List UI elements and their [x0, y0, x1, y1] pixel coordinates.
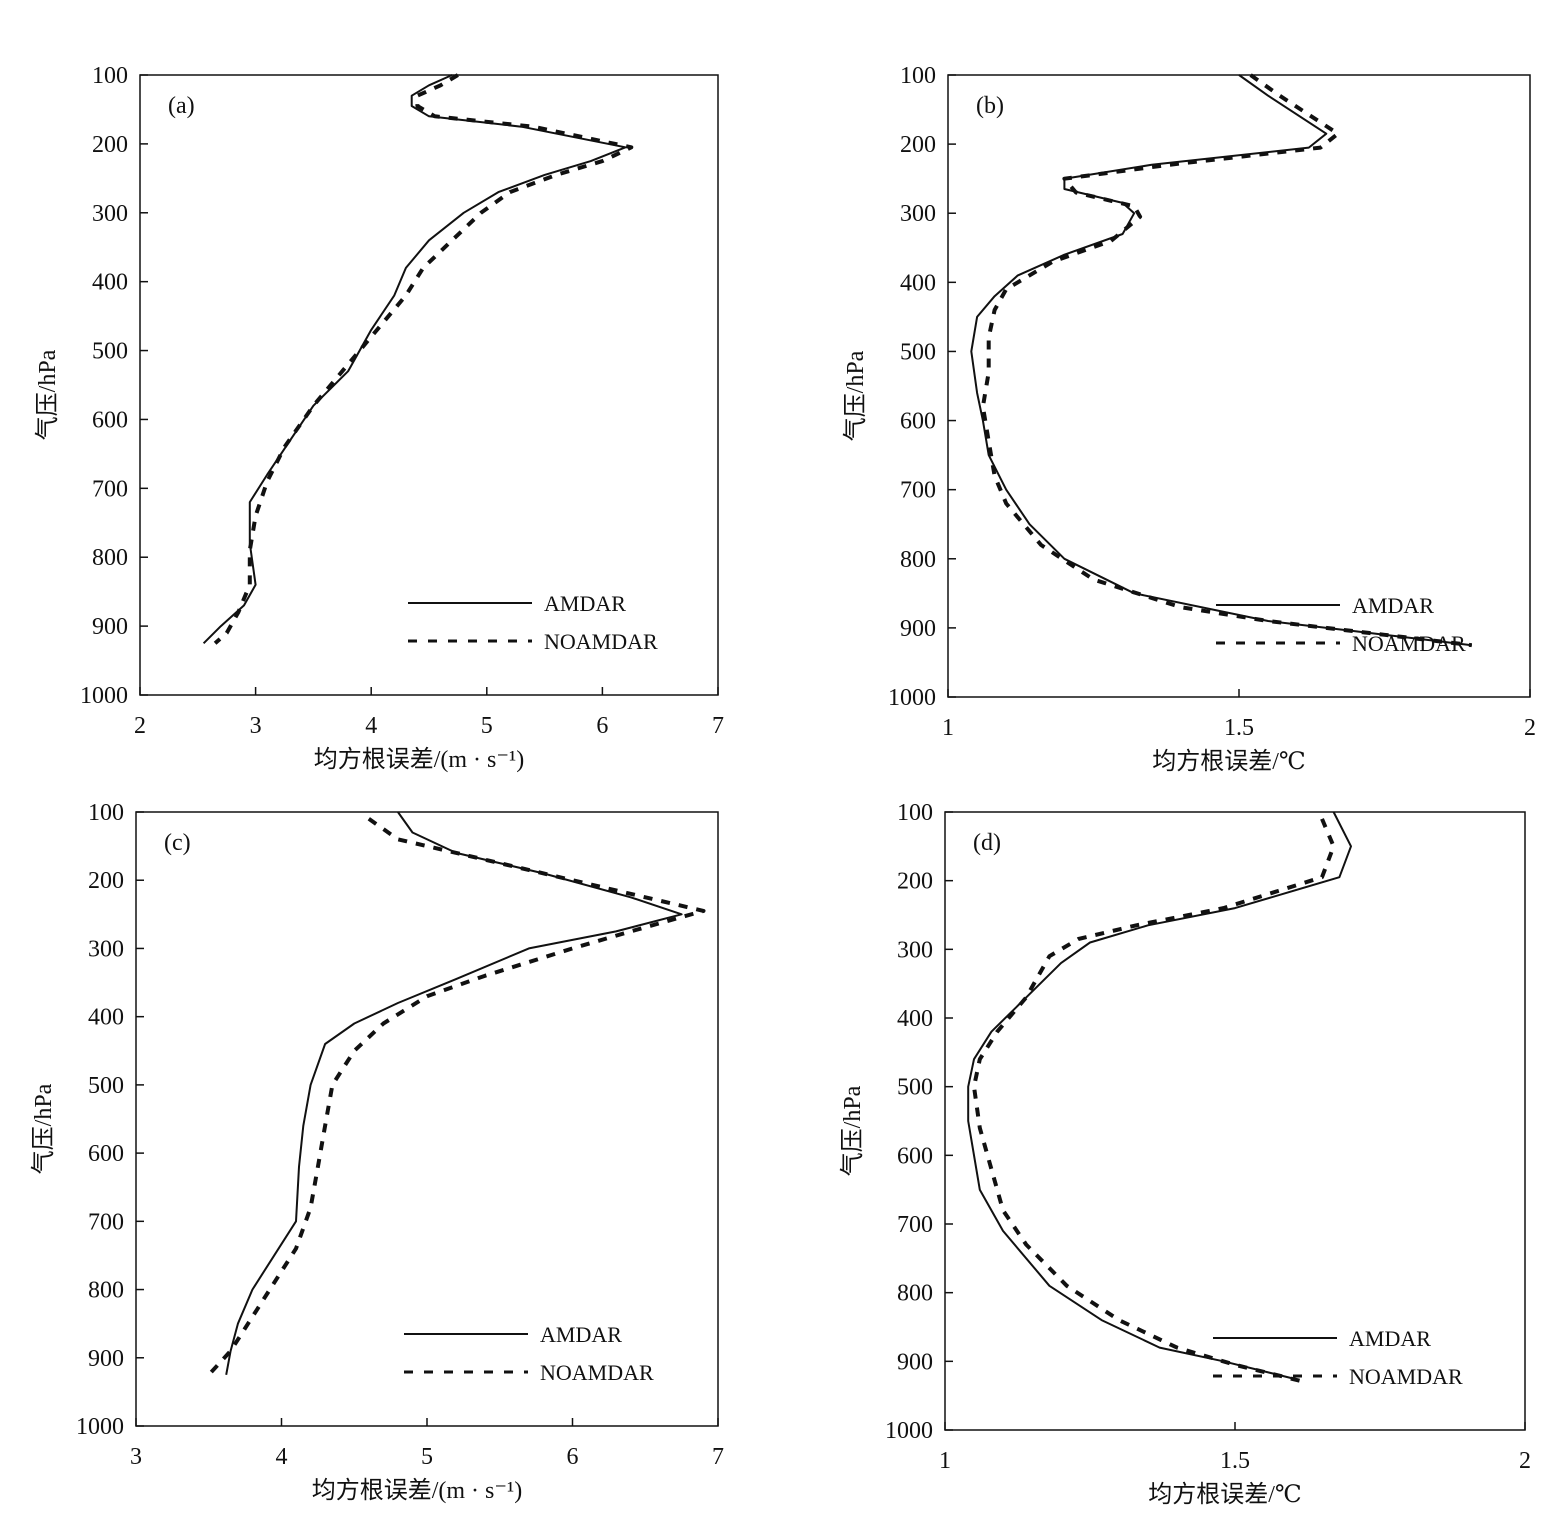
y-tick-label: 200: [88, 868, 124, 894]
y-tick-label: 100: [897, 800, 933, 826]
y-tick-label: 1000: [80, 683, 128, 709]
x-tick-label: 7: [712, 713, 724, 739]
y-tick-label: 200: [92, 132, 128, 158]
y-tick-label: 500: [92, 339, 128, 365]
x-axis-label: 均方根误差/℃: [1152, 748, 1306, 775]
y-tick-label: 500: [900, 339, 936, 365]
y-axis-label: 气压/hPa: [842, 350, 869, 441]
series-line-amdar: [967, 811, 1352, 1380]
series-line-amdar: [202, 74, 627, 645]
series-line-amdar: [225, 811, 683, 1375]
series-line-noamdar: [213, 73, 634, 645]
series-line-noamdar: [207, 817, 706, 1377]
y-tick-label: 300: [92, 201, 128, 227]
legend-label-noamdar: NOAMDAR: [1349, 1364, 1463, 1389]
x-tick-label: 5: [481, 713, 493, 739]
y-tick-label: 700: [897, 1212, 933, 1238]
panel-label: (a): [168, 93, 195, 119]
y-axis-label: 气压/hPa: [839, 1085, 866, 1176]
x-axis-label: 均方根误差/(m · s⁻¹): [312, 1477, 523, 1504]
x-tick-label: 5: [421, 1444, 433, 1470]
y-tick-label: 800: [897, 1281, 933, 1307]
series-line-amdar: [970, 74, 1472, 647]
x-tick-label: 3: [130, 1444, 142, 1470]
y-tick-label: 1000: [76, 1414, 124, 1440]
x-tick-label: 6: [596, 713, 608, 739]
panel-label: (b): [976, 93, 1004, 119]
y-tick-label: 300: [88, 936, 124, 962]
y-tick-label: 400: [900, 270, 936, 296]
series-line-noamdar: [980, 73, 1473, 648]
y-tick-label: 600: [900, 409, 936, 435]
legend-label-noamdar: NOAMDAR: [540, 1360, 654, 1385]
plot-frame: [947, 74, 1531, 698]
y-tick-label: 900: [88, 1346, 124, 1372]
y-tick-label: 600: [88, 1141, 124, 1167]
y-tick-label: 400: [92, 270, 128, 296]
y-axis-label: 气压/hPa: [34, 349, 61, 440]
y-tick-label: 1000: [885, 1418, 933, 1444]
legend-label-amdar: AMDAR: [540, 1322, 622, 1347]
legend-label-noamdar: NOAMDAR: [544, 629, 658, 654]
y-tick-label: 300: [897, 937, 933, 963]
y-tick-label: 1000: [888, 685, 936, 711]
x-axis-label: 均方根误差/(m · s⁻¹): [314, 746, 525, 773]
y-tick-label: 400: [897, 1006, 933, 1032]
x-tick-label: 1.5: [1220, 1448, 1250, 1474]
y-tick-label: 700: [92, 476, 128, 502]
y-tick-label: 800: [88, 1278, 124, 1304]
plot-frame: [139, 74, 719, 696]
y-tick-label: 100: [88, 800, 124, 826]
y-tick-label: 300: [900, 201, 936, 227]
y-tick-label: 900: [897, 1349, 933, 1375]
y-tick-label: 200: [900, 132, 936, 158]
x-tick-label: 3: [250, 713, 262, 739]
y-tick-label: 600: [92, 407, 128, 433]
x-tick-label: 1: [942, 715, 954, 741]
y-tick-label: 500: [88, 1073, 124, 1099]
x-axis-label: 均方根误差/℃: [1148, 1481, 1302, 1508]
legend-label-amdar: AMDAR: [544, 591, 626, 616]
x-tick-label: 4: [365, 713, 377, 739]
y-tick-label: 900: [92, 614, 128, 640]
y-tick-label: 100: [92, 63, 128, 89]
y-tick-label: 700: [88, 1209, 124, 1235]
x-tick-label: 7: [712, 1444, 724, 1470]
legend-label-noamdar: NOAMDAR: [1352, 631, 1466, 656]
y-tick-label: 100: [900, 63, 936, 89]
y-tick-label: 800: [92, 545, 128, 571]
y-tick-label: 200: [897, 869, 933, 895]
y-tick-label: 800: [900, 547, 936, 573]
x-tick-label: 1: [939, 1448, 951, 1474]
legend-label-amdar: AMDAR: [1349, 1326, 1431, 1351]
legend-label-amdar: AMDAR: [1352, 593, 1434, 618]
x-tick-label: 2: [1519, 1448, 1531, 1474]
y-tick-label: 600: [897, 1143, 933, 1169]
y-axis-label: 气压/hPa: [30, 1083, 57, 1174]
y-tick-label: 500: [897, 1075, 933, 1101]
x-tick-label: 4: [276, 1444, 288, 1470]
y-tick-label: 700: [900, 478, 936, 504]
x-tick-label: 2: [134, 713, 146, 739]
y-tick-label: 900: [900, 616, 936, 642]
panel-label: (c): [164, 830, 191, 856]
y-tick-label: 400: [88, 1005, 124, 1031]
series-line-noamdar: [972, 818, 1336, 1384]
x-tick-label: 2: [1524, 715, 1536, 741]
x-tick-label: 6: [567, 1444, 579, 1470]
panel-label: (d): [973, 830, 1001, 856]
x-tick-label: 1.5: [1224, 715, 1254, 741]
